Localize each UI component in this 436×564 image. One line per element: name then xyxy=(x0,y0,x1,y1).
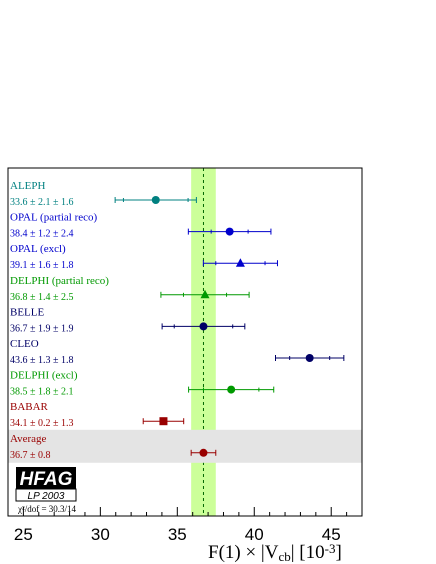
marker-circle xyxy=(151,196,160,204)
measurement-value: 38.5 ± 1.8 ± 2.1 xyxy=(10,387,73,398)
marker-circle xyxy=(227,385,236,394)
measurement-5 xyxy=(274,354,345,362)
logo-subtitle: LP 2003 xyxy=(28,491,65,502)
experiment-label: CLEO xyxy=(10,338,39,350)
marker-circle xyxy=(305,354,314,362)
measurement-value: 36.7 ± 0.8 xyxy=(10,450,51,461)
experiment-label: OPAL (excl) xyxy=(10,243,66,255)
experiment-label: BABAR xyxy=(10,401,49,413)
measurement-value: 38.4 ± 1.2 ± 2.4 xyxy=(10,229,73,240)
measurement-value: 34.1 ± 0.2 ± 1.3 xyxy=(10,418,73,429)
measurement-value: 36.8 ± 1.4 ± 2.5 xyxy=(10,292,73,303)
experiment-label: OPAL (partial reco) xyxy=(10,212,97,224)
x-tick-label: 45 xyxy=(322,525,341,544)
x-tick-label: 30 xyxy=(91,525,110,544)
x-tick-label: 25 xyxy=(14,525,33,544)
marker-triangle xyxy=(235,258,245,267)
measurement-1 xyxy=(187,227,272,236)
logo-title: HFAG xyxy=(20,469,73,490)
experiment-label: DELPHI (partial reco) xyxy=(10,275,109,287)
measurement-4 xyxy=(161,322,246,331)
measurement-7 xyxy=(142,417,185,426)
marker-circle xyxy=(225,227,234,236)
average-row-background xyxy=(8,429,362,463)
experiment-label: Average xyxy=(10,433,47,445)
measurement-3 xyxy=(160,289,250,299)
marker-triangle xyxy=(200,289,210,299)
experiment-label: DELPHI (excl) xyxy=(10,370,78,382)
measurement-8 xyxy=(190,448,217,457)
chi2-label: χ²/dof = 30.3/14 xyxy=(17,504,77,514)
measurement-6 xyxy=(188,385,275,394)
experiment-label: ALEPH xyxy=(10,180,46,192)
measurement-value: 43.6 ± 1.3 ± 1.8 xyxy=(10,355,73,366)
plot-frame xyxy=(7,167,363,517)
marker-square xyxy=(159,417,168,426)
measurement-2 xyxy=(202,258,278,267)
measurement-0 xyxy=(114,196,197,204)
experiment-label: BELLE xyxy=(10,306,44,318)
measurement-value: 33.6 ± 2.1 ± 1.6 xyxy=(10,197,73,208)
logo-subtitle-box xyxy=(15,488,77,502)
measurement-value: 39.1 ± 1.6 ± 1.8 xyxy=(10,260,73,271)
x-axis-title: F(1) × |Vcb| [10-3] xyxy=(208,541,342,564)
logo-box xyxy=(16,467,76,489)
x-tick-label: 35 xyxy=(168,525,187,544)
marker-circle xyxy=(199,322,208,331)
measurement-value: 36.7 ± 1.9 ± 1.9 xyxy=(10,323,73,334)
marker-circle xyxy=(199,448,208,457)
x-tick-label: 40 xyxy=(245,525,264,544)
